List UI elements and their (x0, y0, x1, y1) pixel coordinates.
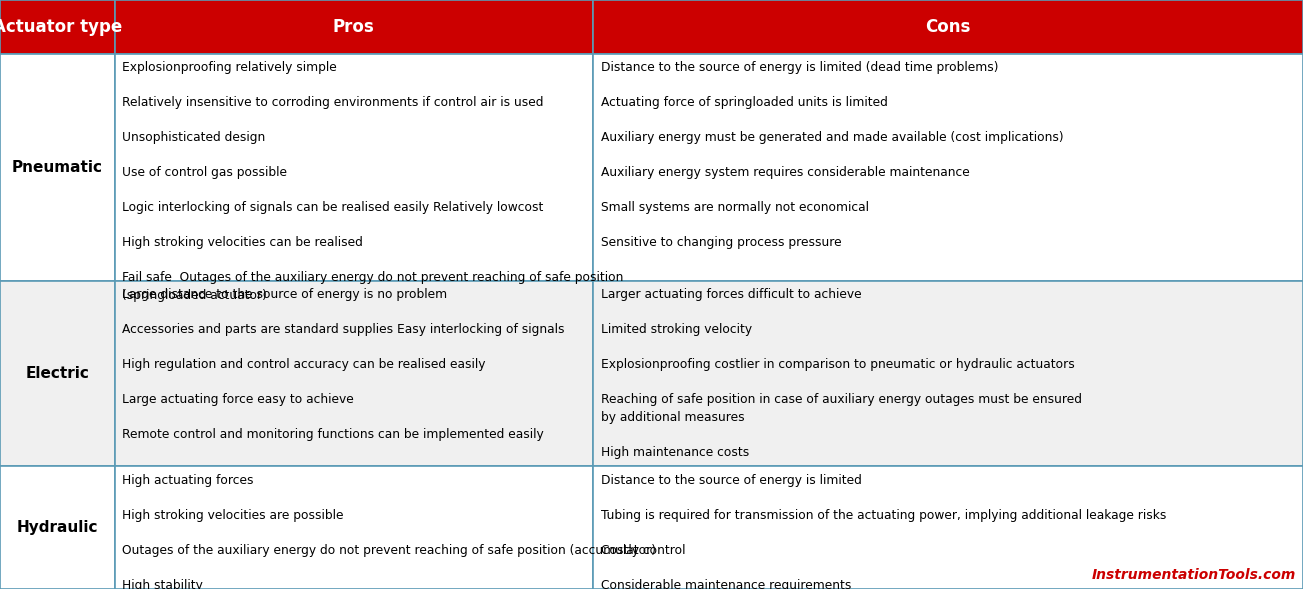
Text: Large distance to the source of energy is no problem

Accessories and parts are : Large distance to the source of energy i… (122, 288, 566, 441)
Text: Pros: Pros (332, 18, 375, 36)
Bar (593, 281, 1303, 466)
Bar (115, 281, 593, 466)
Text: Actuator type: Actuator type (0, 18, 122, 36)
Bar (0, 281, 115, 466)
Text: InstrumentationTools.com: InstrumentationTools.com (1092, 568, 1296, 582)
Bar (115, 54, 593, 281)
Text: Electric: Electric (25, 366, 90, 381)
Text: Explosionproofing relatively simple

Relatively insensitive to corroding environ: Explosionproofing relatively simple Rela… (122, 61, 624, 302)
Bar (0, 54, 115, 281)
Text: Hydraulic: Hydraulic (17, 520, 98, 535)
Text: Distance to the source of energy is limited (dead time problems)

Actuating forc: Distance to the source of energy is limi… (601, 61, 1063, 249)
Bar (115, 0, 593, 54)
Bar (0, 0, 115, 54)
Bar (593, 0, 1303, 54)
Bar (115, 466, 593, 589)
Text: Cons: Cons (925, 18, 971, 36)
Bar (593, 54, 1303, 281)
Text: Pneumatic: Pneumatic (12, 160, 103, 175)
Text: High actuating forces

High stroking velocities are possible

Outages of the aux: High actuating forces High stroking velo… (122, 474, 657, 589)
Bar (593, 466, 1303, 589)
Bar (0, 466, 115, 589)
Text: Distance to the source of energy is limited

Tubing is required for transmission: Distance to the source of energy is limi… (601, 474, 1166, 589)
Text: Larger actuating forces difficult to achieve

Limited stroking velocity

Explosi: Larger actuating forces difficult to ach… (601, 288, 1081, 458)
